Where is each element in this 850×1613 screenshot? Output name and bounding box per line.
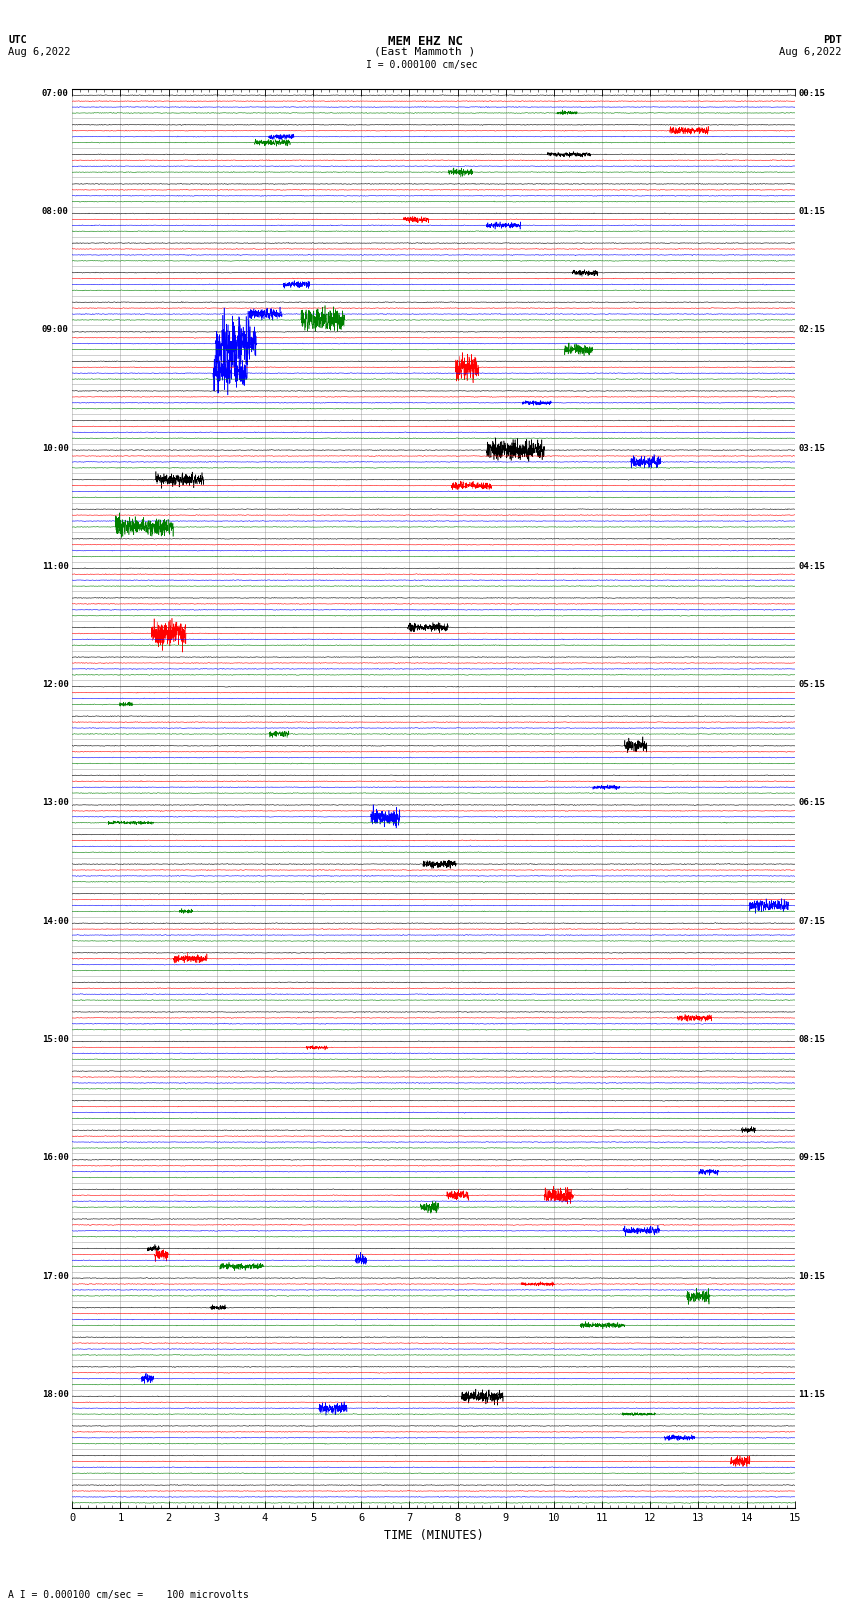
Text: 01:15: 01:15 (798, 206, 825, 216)
Text: 13:00: 13:00 (42, 798, 69, 808)
Text: 07:00: 07:00 (42, 89, 69, 98)
Text: 11:15: 11:15 (798, 1390, 825, 1398)
Text: 03:15: 03:15 (798, 444, 825, 453)
Text: 16:00: 16:00 (42, 1153, 69, 1163)
Text: 04:15: 04:15 (798, 561, 825, 571)
Text: 14:00: 14:00 (42, 916, 69, 926)
Text: 17:00: 17:00 (42, 1271, 69, 1281)
Text: 15:00: 15:00 (42, 1036, 69, 1044)
Text: 12:00: 12:00 (42, 681, 69, 689)
Text: 02:15: 02:15 (798, 326, 825, 334)
Text: Aug 6,2022: Aug 6,2022 (8, 47, 71, 56)
Text: 08:15: 08:15 (798, 1036, 825, 1044)
Text: 18:00: 18:00 (42, 1390, 69, 1398)
X-axis label: TIME (MINUTES): TIME (MINUTES) (383, 1529, 484, 1542)
Text: PDT: PDT (823, 35, 842, 45)
Text: MEM EHZ NC: MEM EHZ NC (388, 35, 462, 48)
Text: 10:15: 10:15 (798, 1271, 825, 1281)
Text: (East Mammoth ): (East Mammoth ) (374, 47, 476, 56)
Text: 06:15: 06:15 (798, 798, 825, 808)
Text: UTC: UTC (8, 35, 27, 45)
Text: Aug 6,2022: Aug 6,2022 (779, 47, 842, 56)
Text: 09:15: 09:15 (798, 1153, 825, 1163)
Text: 11:00: 11:00 (42, 561, 69, 571)
Text: 09:00: 09:00 (42, 326, 69, 334)
Text: 10:00: 10:00 (42, 444, 69, 453)
Text: 05:15: 05:15 (798, 681, 825, 689)
Text: 07:15: 07:15 (798, 916, 825, 926)
Text: A I = 0.000100 cm/sec =    100 microvolts: A I = 0.000100 cm/sec = 100 microvolts (8, 1590, 249, 1600)
Text: 00:15: 00:15 (798, 89, 825, 98)
Text: I = 0.000100 cm/sec: I = 0.000100 cm/sec (366, 60, 477, 69)
Text: 08:00: 08:00 (42, 206, 69, 216)
